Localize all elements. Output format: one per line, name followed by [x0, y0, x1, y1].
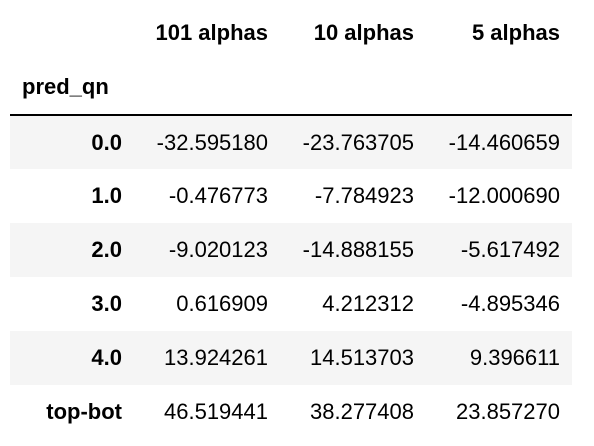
- column-header: 101 alphas: [155, 20, 268, 45]
- table-row: 1.0 -0.476773 -7.784923 -12.000690: [10, 169, 572, 223]
- index-name-filler: [280, 60, 426, 115]
- column-header: 5 alphas: [471, 20, 560, 45]
- row-index: 2.0: [91, 237, 122, 262]
- table-cell: 38.277408: [310, 399, 414, 424]
- table-row: top-bot 46.519441 38.277408 23.857270: [10, 385, 572, 439]
- index-name-filler: [134, 60, 280, 115]
- table-cell: 0.616909: [176, 291, 268, 316]
- row-index: 1.0: [91, 183, 122, 208]
- table-row: 0.0 -32.595180 -23.763705 -14.460659: [10, 115, 572, 169]
- index-name-row: pred_qn: [10, 60, 572, 115]
- table-cell: 46.519441: [164, 399, 268, 424]
- table-cell: -12.000690: [448, 183, 560, 208]
- row-index: top-bot: [46, 399, 122, 424]
- table-row: 2.0 -9.020123 -14.888155 -5.617492: [10, 223, 572, 277]
- table-cell: -0.476773: [168, 183, 268, 208]
- column-header-row: 101 alphas 10 alphas 5 alphas: [10, 6, 572, 60]
- row-index: 3.0: [91, 291, 122, 316]
- row-index: 4.0: [91, 345, 122, 370]
- table-cell: -5.617492: [460, 237, 560, 262]
- row-index: 0.0: [91, 129, 122, 155]
- table-cell: -32.595180: [156, 129, 268, 155]
- table-cell: 9.396611: [469, 345, 560, 370]
- table-cell: 23.857270: [456, 399, 560, 424]
- table-cell: -9.020123: [168, 237, 268, 262]
- dataframe-table: 101 alphas 10 alphas 5 alphas pred_qn 0.…: [10, 6, 572, 439]
- table-body: 0.0 -32.595180 -23.763705 -14.460659 1.0…: [10, 115, 572, 439]
- index-name: pred_qn: [22, 74, 109, 99]
- table-cell: -7.784923: [314, 183, 414, 208]
- table-cell: -14.888155: [302, 237, 414, 262]
- table-row: 4.0 13.924261 14.513703 9.396611: [10, 331, 572, 385]
- table-cell: -4.895346: [460, 291, 560, 316]
- table-cell: -14.460659: [448, 129, 560, 155]
- table-cell: 14.513703: [310, 345, 414, 370]
- table-header: 101 alphas 10 alphas 5 alphas pred_qn: [10, 6, 572, 115]
- index-name-filler: [426, 60, 572, 115]
- column-header-blank: [10, 6, 134, 60]
- table-cell: 13.924261: [164, 345, 268, 370]
- table-cell: -23.763705: [302, 129, 414, 155]
- table-row: 3.0 0.616909 4.212312 -4.895346: [10, 277, 572, 331]
- table-cell: 4.212312: [322, 291, 414, 316]
- column-header: 10 alphas: [313, 20, 414, 45]
